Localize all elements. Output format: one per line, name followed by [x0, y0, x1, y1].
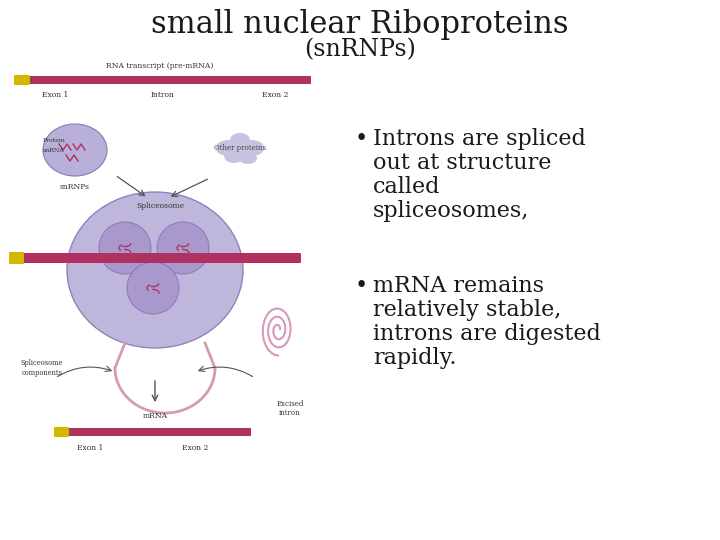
Text: Spliceosome: Spliceosome [136, 202, 184, 210]
Circle shape [99, 222, 151, 274]
Text: mRNA remains: mRNA remains [373, 275, 544, 297]
Ellipse shape [43, 124, 107, 176]
Text: rapidly.: rapidly. [373, 347, 456, 369]
FancyBboxPatch shape [54, 428, 251, 436]
Ellipse shape [230, 133, 250, 147]
FancyBboxPatch shape [54, 427, 69, 437]
FancyBboxPatch shape [9, 253, 301, 263]
Ellipse shape [239, 152, 257, 164]
Circle shape [127, 262, 179, 314]
Text: Exon 2: Exon 2 [262, 91, 288, 99]
FancyBboxPatch shape [9, 252, 24, 264]
Text: relatively stable,: relatively stable, [373, 299, 562, 321]
Text: Spliceosome
components: Spliceosome components [21, 360, 63, 376]
Text: RNA transcript (pre-mRNA): RNA transcript (pre-mRNA) [107, 62, 214, 70]
Text: (snRNPs): (snRNPs) [304, 38, 416, 62]
Text: small nuclear Riboproteins: small nuclear Riboproteins [151, 10, 569, 40]
Circle shape [157, 222, 209, 274]
Ellipse shape [67, 192, 243, 348]
Text: called: called [373, 176, 441, 198]
Text: snRNA: snRNA [43, 147, 65, 152]
Text: Intron: Intron [151, 91, 175, 99]
Ellipse shape [224, 149, 244, 163]
Text: Introns are spliced: Introns are spliced [373, 128, 586, 150]
Text: Exon 2: Exon 2 [182, 444, 208, 452]
Text: Protein: Protein [43, 138, 66, 143]
FancyBboxPatch shape [14, 75, 30, 85]
Text: •: • [355, 128, 368, 150]
Text: Other proteins: Other proteins [214, 144, 266, 152]
Text: snRNPs: snRNPs [60, 183, 90, 191]
Text: introns are digested: introns are digested [373, 323, 601, 345]
FancyBboxPatch shape [24, 76, 311, 84]
Ellipse shape [216, 140, 240, 156]
Text: Exon 1: Exon 1 [42, 91, 68, 99]
Text: mRNA: mRNA [143, 412, 168, 420]
Text: spliceosomes,: spliceosomes, [373, 200, 529, 222]
Text: out at structure: out at structure [373, 152, 552, 174]
Text: •: • [355, 275, 368, 297]
Ellipse shape [240, 140, 264, 156]
Text: Excised
intron: Excised intron [276, 400, 304, 417]
Text: Exon 1: Exon 1 [77, 444, 103, 452]
